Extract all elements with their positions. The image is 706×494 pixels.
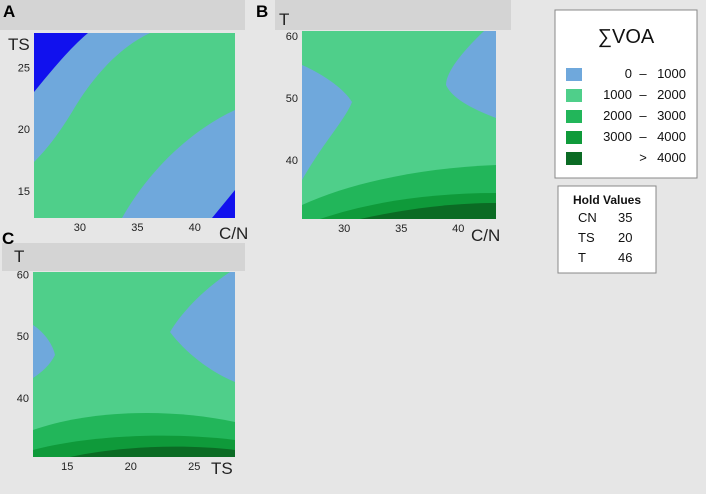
x-tick-label: 15 bbox=[61, 461, 73, 473]
y-tick-label: 40 bbox=[286, 155, 298, 167]
panel-c-y-axis-label: T bbox=[14, 247, 24, 266]
legend-separator: – bbox=[639, 66, 647, 81]
panel-c: C T TS 15 20 25 40 50 60 bbox=[2, 229, 245, 478]
legend-swatch bbox=[566, 131, 582, 144]
panel-c-x-axis-label: TS bbox=[211, 459, 233, 478]
legend-low-label: 2000 bbox=[603, 108, 632, 123]
hold-value-number: 35 bbox=[618, 210, 632, 225]
legend-separator: – bbox=[639, 87, 647, 102]
legend-high-label: 4000 bbox=[657, 129, 686, 144]
hold-values-rows: CN 35 TS 20 T 46 bbox=[578, 210, 632, 265]
legend-low-label: 1000 bbox=[603, 87, 632, 102]
panel-b-ticks: 30 35 40 40 50 60 bbox=[286, 31, 465, 235]
legend-swatch bbox=[566, 152, 582, 165]
legend-separator: > bbox=[639, 150, 647, 165]
x-tick-label: 30 bbox=[338, 223, 350, 235]
y-tick-label: 20 bbox=[18, 124, 30, 136]
panel-a-letter: A bbox=[3, 2, 15, 21]
panel-a-region-below-0-lower-right bbox=[212, 190, 235, 218]
hold-value-name: CN bbox=[578, 210, 597, 225]
panel-a-x-axis-label: C/N bbox=[219, 224, 248, 243]
hold-values-title: Hold Values bbox=[573, 193, 641, 207]
y-tick-label: 15 bbox=[18, 186, 30, 198]
legend-low-label: 3000 bbox=[603, 129, 632, 144]
panel-a-region-0-1000-lower-right bbox=[122, 110, 235, 218]
x-tick-label: 40 bbox=[452, 223, 464, 235]
legend-swatch bbox=[566, 110, 582, 123]
legend-high-label: 4000 bbox=[657, 150, 686, 165]
x-tick-label: 40 bbox=[189, 222, 201, 234]
panel-c-region-above-4000 bbox=[70, 446, 235, 457]
x-tick-label: 35 bbox=[395, 223, 407, 235]
legend-swatch bbox=[566, 89, 582, 102]
hold-value-number: 46 bbox=[618, 250, 632, 265]
y-tick-label: 60 bbox=[17, 270, 29, 282]
x-tick-label: 30 bbox=[74, 222, 86, 234]
panel-a-header-strip bbox=[0, 0, 245, 30]
y-tick-label: 60 bbox=[286, 31, 298, 43]
x-tick-label: 25 bbox=[188, 461, 200, 473]
legend-title: ∑VOA bbox=[598, 26, 655, 48]
hold-values-box bbox=[557, 185, 657, 274]
panel-a-y-axis-label: TS bbox=[8, 35, 30, 54]
panel-b-region-0-1000-left bbox=[302, 65, 352, 180]
x-tick-label: 20 bbox=[125, 461, 137, 473]
panel-a-region-0-1000-upper-left bbox=[34, 33, 150, 162]
y-tick-label: 40 bbox=[17, 393, 29, 405]
hold-value-name: TS bbox=[578, 230, 595, 245]
panel-a-region-below-0-upper-left bbox=[34, 33, 88, 92]
legend-swatch bbox=[566, 68, 582, 81]
panel-b: B T C/N 30 35 40 40 50 60 bbox=[256, 0, 511, 245]
legend-high-label: 1000 bbox=[657, 66, 686, 81]
panel-c-region-0-1000-left bbox=[33, 325, 55, 378]
panel-c-letter: C bbox=[2, 229, 14, 248]
legend-low-label: 0 bbox=[625, 66, 632, 81]
legend-high-label: 2000 bbox=[657, 87, 686, 102]
panel-b-header-strip bbox=[275, 0, 511, 30]
panel-b-x-axis-label: C/N bbox=[471, 226, 500, 245]
legend-separator: – bbox=[639, 129, 647, 144]
panel-c-header-strip bbox=[2, 243, 245, 271]
panel-b-region-above-4000 bbox=[360, 203, 496, 219]
panel-b-region-0-1000-right bbox=[446, 31, 496, 118]
panel-a-ticks: 30 35 40 15 20 25 bbox=[18, 63, 201, 235]
hold-value-number: 20 bbox=[618, 230, 632, 245]
legend-separator: – bbox=[639, 108, 647, 123]
panel-c-ticks: 15 20 25 40 50 60 bbox=[17, 270, 201, 474]
legend-high-label: 3000 bbox=[657, 108, 686, 123]
panel-c-region-0-1000-right bbox=[170, 272, 235, 382]
y-tick-label: 50 bbox=[17, 331, 29, 343]
panel-c-plot-area bbox=[33, 272, 235, 457]
panel-a-plot-area bbox=[34, 33, 235, 218]
hold-value-name: T bbox=[578, 250, 586, 265]
panel-b-plot-area bbox=[302, 31, 496, 219]
y-tick-label: 50 bbox=[286, 93, 298, 105]
panel-b-y-axis-label: T bbox=[279, 10, 289, 29]
panel-a: A TS C/N 30 35 40 15 20 25 bbox=[0, 0, 248, 243]
x-tick-label: 35 bbox=[131, 222, 143, 234]
y-tick-label: 25 bbox=[18, 63, 30, 75]
hold-values: Hold Values CN 35 TS 20 T 46 bbox=[557, 185, 657, 274]
panel-b-letter: B bbox=[256, 2, 268, 21]
